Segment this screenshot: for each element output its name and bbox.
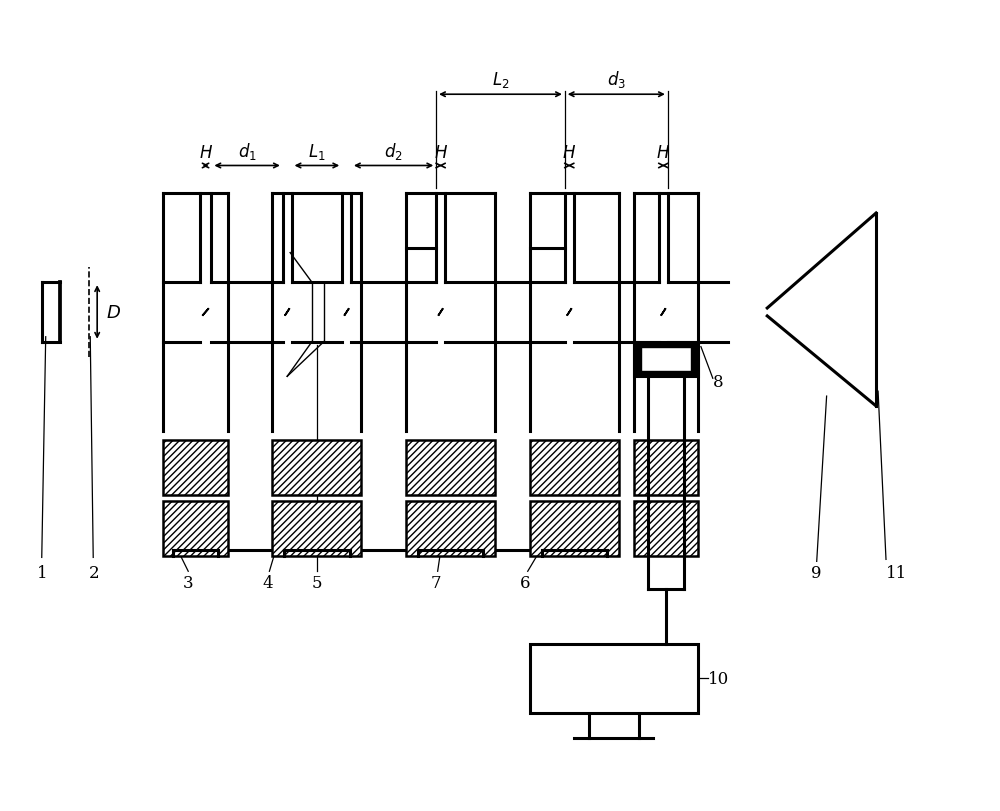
Text: 5: 5 [312,574,322,591]
Polygon shape [661,309,666,316]
Bar [530,644,698,713]
Polygon shape [285,309,290,316]
Bar [641,347,691,372]
Bar [634,441,698,496]
Text: 3: 3 [183,574,194,591]
Text: $d_2$: $d_2$ [384,140,403,161]
Text: 11: 11 [886,564,907,581]
Polygon shape [202,309,209,316]
Text: 2: 2 [89,564,100,581]
Text: $L_2$: $L_2$ [492,71,509,90]
Bar [634,502,698,556]
Text: $H$: $H$ [434,144,448,161]
Text: 7: 7 [430,574,441,591]
Text: 1: 1 [36,564,47,581]
Polygon shape [567,309,572,316]
Text: $L_1$: $L_1$ [308,141,326,161]
Text: 9: 9 [811,564,822,581]
Bar [406,502,495,556]
Text: 10: 10 [708,670,729,687]
Text: 4: 4 [262,574,273,591]
Polygon shape [344,309,349,316]
Polygon shape [438,309,443,316]
Text: $D$: $D$ [106,303,121,322]
Text: $H$: $H$ [199,144,213,161]
Bar [406,441,495,496]
Bar [634,342,698,377]
Bar [272,502,361,556]
Text: 6: 6 [519,574,530,591]
Bar [530,441,619,496]
Text: $d_3$: $d_3$ [607,69,626,90]
Text: $d_1$: $d_1$ [238,140,257,161]
Bar [163,502,228,556]
Bar [163,441,228,496]
Bar [530,502,619,556]
Text: $H$: $H$ [562,144,576,161]
Text: $H$: $H$ [656,144,670,161]
Text: 8: 8 [713,373,723,390]
Bar [272,441,361,496]
